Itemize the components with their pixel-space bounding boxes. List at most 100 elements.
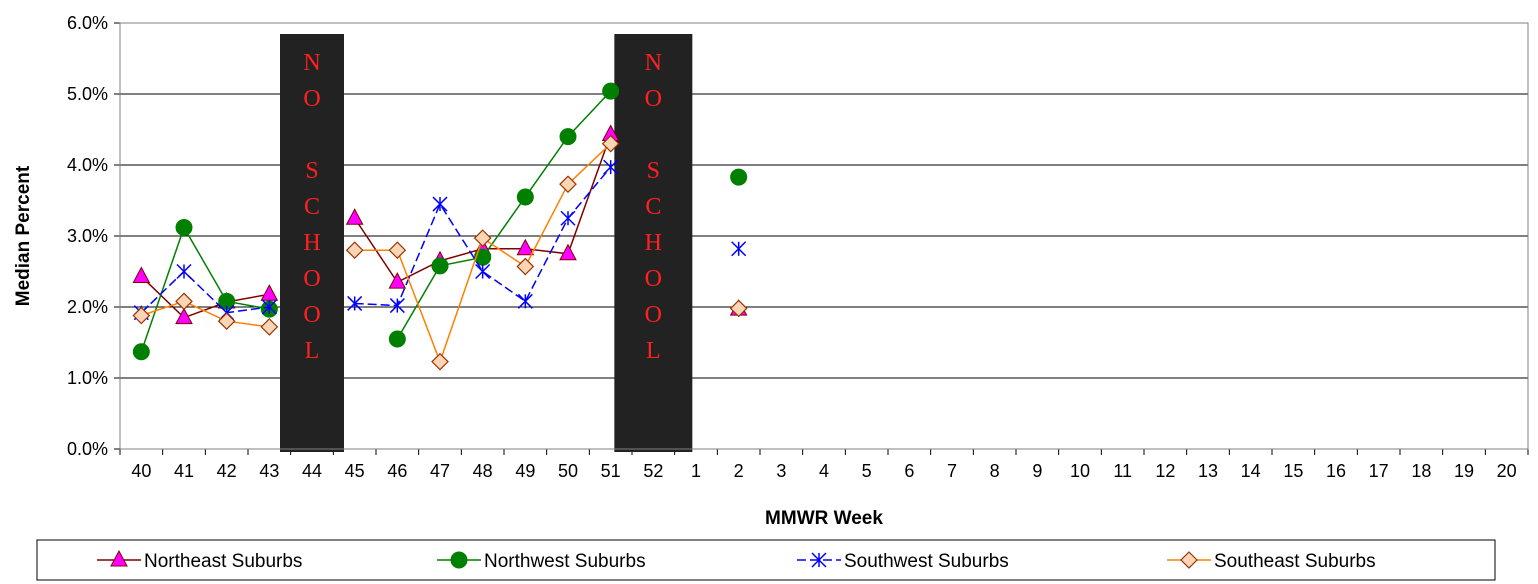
data-point bbox=[560, 210, 576, 226]
data-point bbox=[388, 330, 406, 348]
x-tick-label: 12 bbox=[1155, 461, 1175, 481]
data-point bbox=[260, 284, 279, 301]
x-axis-title: MMWR Week bbox=[765, 508, 883, 529]
series-3 bbox=[133, 159, 747, 321]
y-tick-label: 6.0% bbox=[67, 13, 108, 33]
no-school-letter: O bbox=[645, 302, 662, 328]
no-school-letter: H bbox=[645, 230, 662, 256]
data-point bbox=[559, 243, 577, 261]
series-line bbox=[140, 270, 270, 314]
legend-label: Northeast Suburbs bbox=[144, 551, 302, 572]
series-line bbox=[140, 275, 270, 319]
data-point bbox=[601, 134, 620, 153]
x-tick-label: 50 bbox=[558, 461, 578, 481]
x-tick-label: 3 bbox=[776, 461, 786, 481]
no-school-letter: L bbox=[305, 338, 320, 364]
x-tick-label: 7 bbox=[947, 461, 957, 481]
no-school-letter: C bbox=[304, 194, 320, 220]
series-1 bbox=[132, 124, 748, 325]
x-tick-label: 11 bbox=[1113, 461, 1132, 481]
x-tick-label: 16 bbox=[1326, 461, 1346, 481]
series-line bbox=[396, 90, 612, 340]
x-tick-label: 43 bbox=[259, 461, 279, 481]
no-school-letter: N bbox=[645, 50, 662, 76]
x-tick-label: 2 bbox=[734, 461, 744, 481]
y-tick-label: 4.0% bbox=[67, 155, 108, 175]
data-point bbox=[175, 218, 193, 236]
data-point bbox=[132, 306, 151, 325]
legend-entries: Northeast Suburbs Northwest Suburbs Southw… bbox=[97, 549, 1376, 572]
data-point bbox=[345, 208, 364, 225]
x-tick-label: 6 bbox=[904, 461, 914, 481]
data-point bbox=[473, 229, 492, 247]
data-point bbox=[516, 188, 534, 206]
x-tick-label: 20 bbox=[1497, 461, 1517, 481]
legend-label: Southeast Suburbs bbox=[1214, 551, 1376, 572]
x-tick-label: 51 bbox=[601, 461, 621, 481]
x-tick-label: 52 bbox=[643, 461, 663, 481]
legend-label: Northwest Suburbs bbox=[484, 551, 646, 572]
no-school-letter: O bbox=[645, 266, 662, 292]
no-school-letter: C bbox=[645, 194, 661, 220]
no-school-letter: O bbox=[303, 302, 320, 328]
x-tick-labels: 40 41 42 43 44 45 46 47 48 49 50 51 52 1 2 3 4 5 6 7 8 9 10 11 1… bbox=[131, 461, 1516, 481]
data-point bbox=[175, 307, 193, 325]
no-school-letter: O bbox=[303, 266, 320, 292]
x-tick-label: 40 bbox=[131, 461, 151, 481]
data-point bbox=[431, 257, 449, 275]
x-tick-label: 41 bbox=[174, 461, 194, 481]
data-point bbox=[175, 292, 193, 311]
legend-label: Southwest Suburbs bbox=[844, 551, 1009, 572]
no-school-letter: N bbox=[303, 50, 320, 76]
plot-area-border bbox=[119, 22, 1529, 450]
data-point bbox=[388, 241, 407, 260]
legend-marker bbox=[811, 552, 827, 568]
no-school-band bbox=[280, 34, 344, 452]
legend-marker bbox=[1180, 551, 1198, 569]
data-point bbox=[517, 293, 533, 309]
y-tick-label: 1.0% bbox=[67, 368, 108, 388]
data-point bbox=[475, 263, 491, 280]
legend-box bbox=[36, 539, 1496, 581]
data-point bbox=[729, 299, 748, 318]
x-tick-label: 14 bbox=[1241, 461, 1261, 481]
x-tick-label: 42 bbox=[217, 461, 237, 481]
x-tick-label: 49 bbox=[515, 461, 535, 481]
legend-marker bbox=[450, 551, 468, 569]
x-tick-label: 48 bbox=[473, 461, 493, 481]
axes bbox=[119, 22, 1529, 450]
series-4 bbox=[132, 134, 748, 371]
x-tick-label: 9 bbox=[1032, 461, 1042, 481]
x-tick-label: 19 bbox=[1454, 461, 1474, 481]
no-school-band bbox=[614, 34, 693, 452]
data-point bbox=[132, 266, 151, 283]
y-tick-label: 2.0% bbox=[67, 297, 108, 317]
no-school-letter: H bbox=[303, 230, 320, 256]
y-tick-labels: 0.0% 1.0% 2.0% 3.0% 4.0% 5.0% 6.0% bbox=[67, 13, 108, 459]
y-tick-label: 3.0% bbox=[67, 226, 108, 246]
data-point bbox=[347, 295, 363, 311]
data-point bbox=[431, 352, 449, 371]
x-tick-label: 15 bbox=[1283, 461, 1303, 481]
data-point bbox=[516, 238, 535, 256]
series bbox=[132, 82, 748, 371]
data-point bbox=[217, 312, 236, 331]
data-point bbox=[132, 343, 150, 361]
no-school-letter: O bbox=[303, 86, 320, 112]
data-point bbox=[559, 128, 577, 146]
data-point bbox=[345, 241, 364, 260]
data-point bbox=[516, 257, 535, 276]
legend-marker bbox=[110, 549, 128, 567]
x-tick-label: 45 bbox=[345, 461, 365, 481]
data-point bbox=[730, 168, 748, 186]
x-tick-label: 47 bbox=[430, 461, 450, 481]
data-point bbox=[603, 159, 619, 175]
series-line bbox=[140, 225, 270, 352]
data-point bbox=[176, 263, 192, 280]
data-point bbox=[260, 318, 279, 336]
data-point bbox=[261, 299, 277, 315]
series-line bbox=[141, 300, 270, 328]
x-tick-label: 10 bbox=[1070, 461, 1090, 481]
